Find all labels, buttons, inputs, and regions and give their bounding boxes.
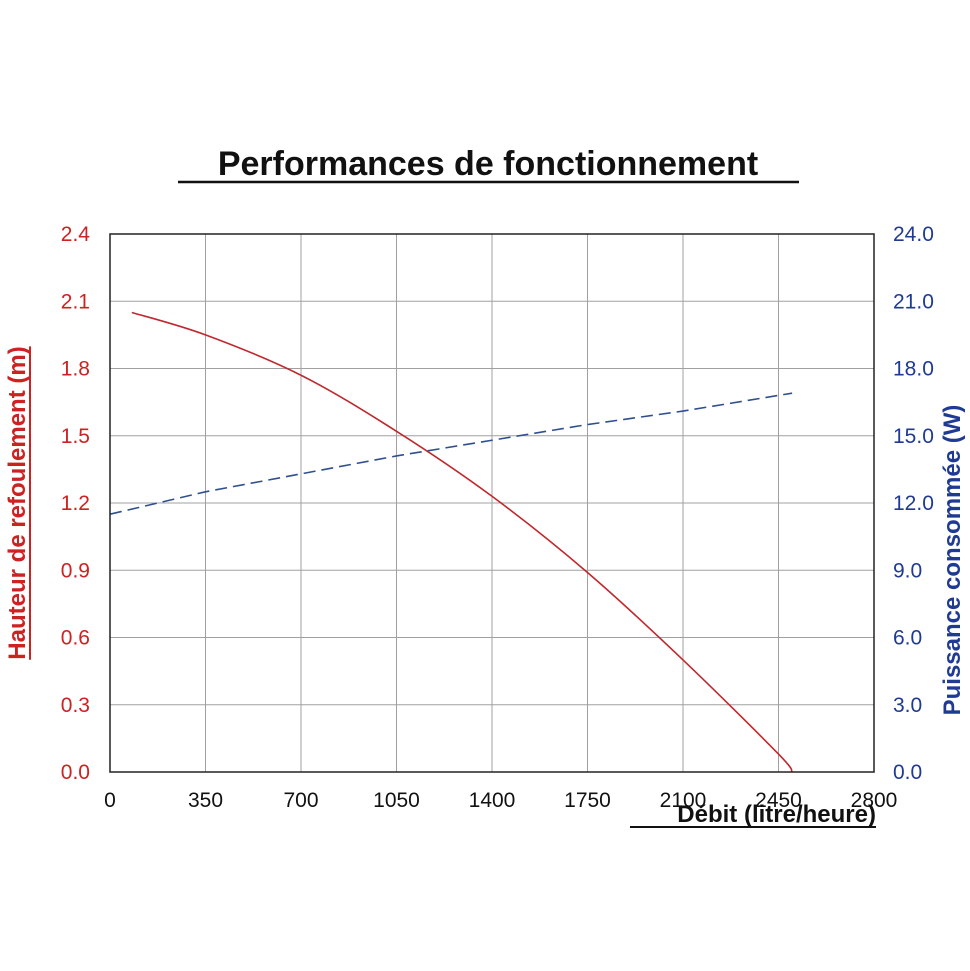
x-tick-label: 350 [188, 789, 223, 812]
grid-lines [110, 234, 874, 772]
left-y-tick-label: 2.4 [61, 223, 91, 246]
power-curve [109, 392, 793, 515]
x-tick-label: 0 [104, 789, 116, 812]
x-tick-label: 700 [283, 789, 318, 812]
right-y-axis-ticks: 0.0 3.0 6.0 9.0 12.0 15.0 18.0 21.0 24.0 [893, 223, 934, 784]
right-y-tick-label: 6.0 [893, 627, 922, 650]
left-y-tick-label: 2.1 [61, 290, 90, 313]
left-y-tick-label: 0.9 [61, 559, 90, 582]
right-y-tick-label: 18.0 [893, 358, 934, 381]
head-curve [131, 311, 793, 773]
right-y-tick-label: 24.0 [893, 223, 934, 246]
x-axis-title: Débit (litre/heure) [677, 801, 876, 828]
x-tick-label: 2100 [660, 789, 707, 812]
left-y-axis-ticks: 0.0 0.3 0.6 0.9 1.2 1.5 1.8 2.1 2.4 [61, 223, 91, 784]
right-y-tick-label: 15.0 [893, 425, 934, 448]
right-y-tick-label: 9.0 [893, 559, 922, 582]
left-y-tick-label: 1.2 [61, 492, 90, 515]
x-tick-label: 1750 [564, 789, 611, 812]
x-tick-label: 1400 [469, 789, 516, 812]
chart-title: Performances de fonctionnement [218, 145, 758, 183]
left-y-tick-label: 0.0 [61, 761, 90, 784]
x-tick-label: 2450 [755, 789, 802, 812]
plot-frame [109, 233, 875, 773]
left-axis-title: Hauteur de refoulement (m) [4, 346, 31, 659]
right-y-tick-label: 0.0 [893, 761, 922, 784]
right-y-tick-label: 21.0 [893, 290, 934, 313]
left-y-tick-label: 1.8 [61, 358, 90, 381]
x-axis-ticks: 0 350 700 1050 1400 1750 2100 2450 2800 [104, 789, 897, 812]
x-tick-label: 2800 [851, 789, 898, 812]
left-y-tick-label: 0.3 [61, 694, 90, 717]
left-y-tick-label: 0.6 [61, 627, 90, 650]
right-y-tick-label: 12.0 [893, 492, 934, 515]
series-lines [109, 311, 793, 773]
x-tick-label: 1050 [373, 789, 420, 812]
right-axis-title: Puissance consommée (W) [939, 405, 966, 716]
left-y-tick-label: 1.5 [61, 425, 90, 448]
right-y-tick-label: 3.0 [893, 694, 922, 717]
